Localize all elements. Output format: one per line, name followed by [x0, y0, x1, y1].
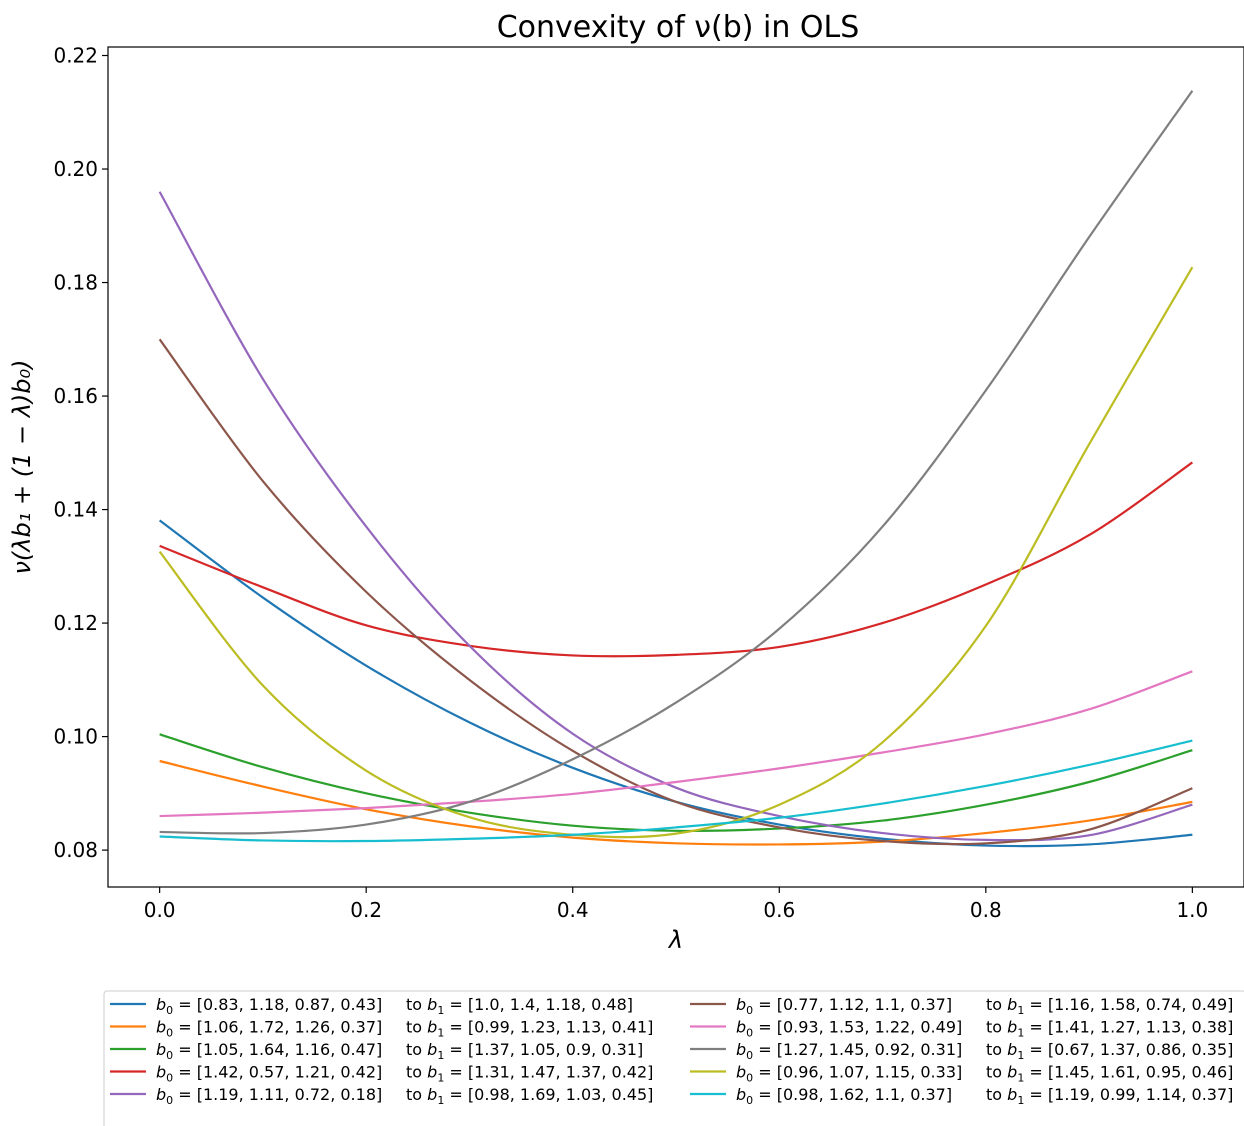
x-axis: 0.0 0.2 0.4 0.6 0.8 1.0 — [144, 887, 1208, 922]
legend-b0: b0 = [1.05, 1.64, 1.16, 0.47] — [156, 1040, 382, 1062]
legend-b1: to b1 = [0.98, 1.69, 1.03, 0.45] — [406, 1085, 653, 1107]
legend-b1: to b1 = [0.67, 1.37, 0.86, 0.35] — [986, 1040, 1233, 1062]
legend-b1: to b1 = [1.16, 1.58, 0.74, 0.49] — [986, 995, 1233, 1017]
legend-b0: b0 = [0.83, 1.18, 0.87, 0.43] — [156, 995, 382, 1017]
y-tick-label: 0.16 — [53, 384, 98, 408]
y-axis: 0.08 0.10 0.12 0.14 0.16 0.18 0.20 0.22 — [53, 44, 108, 862]
legend-b0: b0 = [0.93, 1.53, 1.22, 0.49] — [736, 1018, 962, 1040]
x-tick-label: 0.6 — [763, 898, 795, 922]
plot-area — [107, 46, 1244, 888]
series-line-2 — [159, 759, 1193, 846]
legend: b0 = [0.83, 1.18, 0.87, 0.43] to b1 = [1.… — [103, 990, 1244, 1126]
legend-b0: b0 = [1.42, 0.57, 1.21, 0.42] — [156, 1063, 382, 1085]
series-line-6 — [158, 338, 1193, 846]
x-tick-label: 0.4 — [557, 898, 589, 922]
chart-title: Convexity of ν(b) in OLS — [497, 10, 860, 45]
legend-b1: to b1 = [1.31, 1.47, 1.37, 0.42] — [406, 1063, 653, 1085]
legend-b1: to b1 = [1.19, 0.99, 1.14, 0.37] — [986, 1085, 1233, 1107]
series-line-5 — [158, 191, 1193, 842]
x-tick-label: 0.8 — [970, 898, 1002, 922]
series-line-9 — [158, 266, 1194, 839]
y-axis-label: ν(λb₁ + (1 − λ)b₀) — [8, 360, 36, 575]
legend-b0: b0 = [1.19, 1.11, 0.72, 0.18] — [156, 1085, 382, 1107]
legend-b1: to b1 = [1.37, 1.05, 0.9, 0.31] — [406, 1040, 643, 1062]
y-tick-label: 0.22 — [53, 44, 98, 68]
legend-b0: b0 = [1.06, 1.72, 1.26, 0.37] — [156, 1018, 382, 1040]
y-tick-label: 0.18 — [53, 271, 98, 295]
x-axis-label: λ — [667, 926, 683, 954]
legend-b0: b0 = [0.77, 1.12, 1.1, 0.37] — [736, 995, 952, 1017]
legend-b0: b0 = [0.96, 1.07, 1.15, 0.33] — [736, 1063, 962, 1085]
legend-b1: to b1 = [1.0, 1.4, 1.18, 0.48] — [406, 995, 633, 1017]
legend-b0: b0 = [1.27, 1.45, 0.92, 0.31] — [736, 1040, 962, 1062]
series-line-8 — [159, 90, 1194, 835]
x-tick-label: 1.0 — [1176, 898, 1208, 922]
legend-b0: b0 = [0.98, 1.62, 1.1, 0.37] — [736, 1085, 952, 1107]
series-line-3 — [159, 733, 1193, 833]
y-tick-label: 0.08 — [53, 838, 98, 862]
legend-b1: to b1 = [0.99, 1.23, 1.13, 0.41] — [406, 1018, 653, 1040]
x-tick-label: 0.0 — [144, 898, 176, 922]
y-tick-label: 0.14 — [53, 498, 98, 522]
y-tick-label: 0.20 — [53, 157, 98, 181]
series-layer — [158, 90, 1194, 848]
series-line-7 — [159, 670, 1193, 818]
legend-box — [103, 990, 1244, 1126]
y-tick-label: 0.12 — [53, 611, 98, 635]
y-tick-label: 0.10 — [53, 725, 98, 749]
series-line-4 — [159, 461, 1193, 658]
legend-b1: to b1 = [1.45, 1.61, 0.95, 0.46] — [986, 1063, 1233, 1085]
series-line-10 — [159, 739, 1193, 843]
legend-b1: to b1 = [1.41, 1.27, 1.13, 0.38] — [986, 1018, 1233, 1040]
plot-frame — [107, 46, 1244, 888]
x-tick-label: 0.2 — [350, 898, 382, 922]
